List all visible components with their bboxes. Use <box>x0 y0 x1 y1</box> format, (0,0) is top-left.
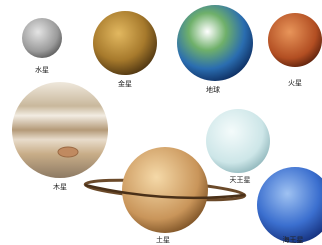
planet <box>12 82 108 178</box>
planet-label: 火星 <box>288 79 302 87</box>
planet-label: 木星 <box>53 182 67 191</box>
planet <box>268 13 322 67</box>
planet <box>122 147 208 233</box>
planet-label: 水星 <box>35 65 49 74</box>
great-red-spot <box>58 147 78 157</box>
planet-label: 金星 <box>118 79 132 88</box>
planet-label: 海王星 <box>283 235 304 244</box>
planet <box>257 167 322 243</box>
planet-label: 地球 <box>206 85 220 94</box>
planet <box>177 5 253 81</box>
planet-label: 土星 <box>156 235 170 244</box>
planet <box>22 18 62 58</box>
planet-label: 天王星 <box>230 176 251 184</box>
planet <box>93 11 157 75</box>
planets-diagram: 水星金星地球 火星木星 天王星土星 海王星 <box>0 0 322 245</box>
planet <box>206 109 270 173</box>
